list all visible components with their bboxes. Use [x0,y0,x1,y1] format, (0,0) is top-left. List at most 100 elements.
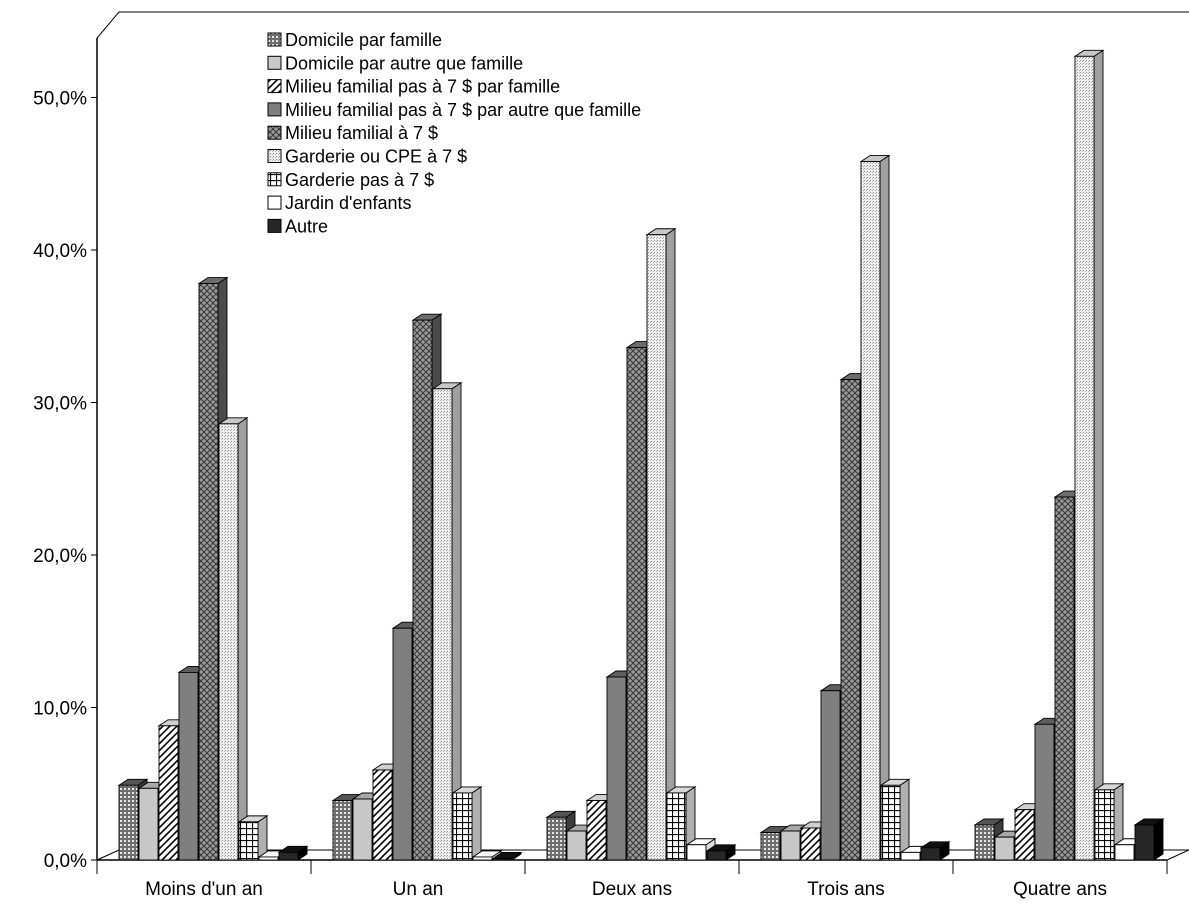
bar-front [900,851,921,861]
y-tick-label: 30,0% [33,394,87,415]
bar-side [1093,49,1104,861]
bar-front [686,844,707,861]
bar-front [238,821,259,861]
x-axis-ticks: Moins d'un an Un an Deux ans Trois ans Quatr… [96,860,1168,900]
bar-front [994,836,1015,861]
bar-front [1134,824,1155,861]
bar-front [492,858,513,861]
legend-swatch [267,55,282,70]
y-tick-label: 0,0% [44,851,87,872]
legend-label: Garderie ou CPE à 7 $ [285,147,467,167]
legend-swatch [267,149,282,163]
bar-side [665,227,676,861]
bar [237,815,269,861]
bars-layer [117,49,1165,861]
legend-label: Milieu familial pas à 7 $ par autre que … [285,100,641,120]
bar-front [218,423,239,861]
bar-front [412,319,433,861]
x-axis-depth [1166,849,1189,861]
bar-front [626,347,647,861]
legend-swatch [267,102,282,117]
legend-swatch [267,195,282,210]
x-category-label: Un an [393,879,444,900]
bar [277,845,309,861]
legend-label: Jardin d'enfants [285,193,412,213]
bar-front [840,379,861,861]
bar-front [820,690,841,861]
bar [705,844,737,861]
legend-label: Domicile par famille [285,30,442,50]
bar-front [332,800,353,861]
x-category-label: Moins d'un an [145,879,263,900]
bar-front [566,830,587,861]
bar-front [198,283,219,861]
legend-label: Milieu familial pas à 7 $ par famille [285,77,560,97]
bar-front [880,784,901,861]
bar-side [1153,818,1164,861]
bar [919,840,951,861]
bar-front [472,856,493,861]
bar-front [372,769,393,861]
bar-front [760,832,781,861]
bar [1093,783,1125,861]
bar-front [1014,809,1035,861]
legend-label: Milieu familial à 7 $ [285,123,438,143]
bar [685,837,717,861]
bar-front [646,234,667,861]
legend-label: Autre [285,216,328,236]
y-tick-label: 50,0% [33,89,87,110]
bar-front [178,671,199,861]
legend-swatch [267,218,282,233]
bar [879,778,911,861]
y-axis-ticks: 0,0% 10,0% 20,0% 30,0% 40,0% 50,0% [33,89,97,872]
y-tick-label: 10,0% [33,699,87,720]
bar [451,786,483,861]
bar-front [666,792,687,861]
bar-front [546,816,567,861]
bar-side [471,786,482,861]
bar-front [1094,789,1115,861]
bar-front [352,798,373,861]
bar-front [1034,723,1055,861]
bar-front [586,800,607,861]
y-tick-label: 20,0% [33,546,87,567]
y-tick-label: 40,0% [33,241,87,262]
bar [859,154,891,861]
bar-side [879,154,890,861]
bar-front [432,388,453,861]
bar-front [138,787,159,861]
bar-front [780,830,801,861]
bar-front [1074,55,1095,861]
bar [1073,49,1105,861]
bar [431,381,463,861]
bar-front [974,824,995,861]
bar-front [392,627,413,861]
bar-front [118,784,139,861]
bar-front [860,161,881,861]
legend-swatch [267,79,282,94]
bar-front [1114,844,1135,861]
bar-front [606,676,627,861]
bar-front [706,850,727,861]
bar [1133,818,1165,861]
bar-front [452,792,473,861]
bar-side [237,417,248,861]
bar [645,227,677,861]
legend-swatch [267,125,282,140]
legend-label: Domicile par autre que famille [285,53,523,73]
bar-front [158,725,179,861]
bar-front [800,827,821,861]
x-category-label: Trois ans [807,879,884,900]
legend: Domicile par famille Domicile par autre q… [267,30,641,236]
bar-front [920,847,941,861]
x-category-label: Quatre ans [1013,879,1107,900]
bar-front [258,856,279,861]
bar [491,851,523,861]
x-category-label: Deux ans [592,879,672,900]
bar [471,850,503,861]
legend-swatch [267,32,282,47]
legend-label: Garderie pas à 7 $ [285,170,434,190]
legend-swatch [267,172,282,187]
bar-front [278,851,299,861]
